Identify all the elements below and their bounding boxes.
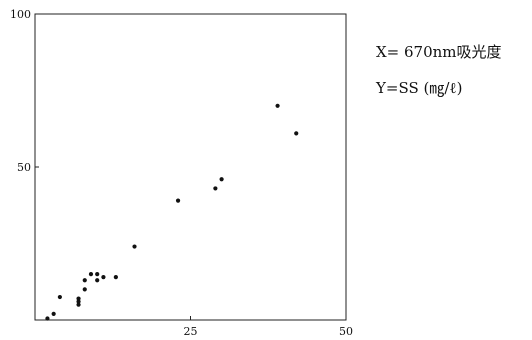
- data-point: [95, 272, 100, 277]
- plot-frame: [34, 13, 347, 321]
- data-point: [57, 294, 62, 300]
- x-tick-label: 25: [184, 325, 198, 338]
- data-point: [213, 186, 218, 191]
- data-point: [76, 299, 81, 304]
- data-point: [219, 177, 224, 182]
- data-point: [76, 302, 81, 307]
- data-point: [82, 278, 87, 283]
- data-point: [275, 103, 280, 108]
- tick-group: 25 50 50 100: [10, 8, 353, 338]
- data-points: [45, 103, 299, 321]
- x-variable-note: X= 670nm吸光度: [376, 43, 502, 61]
- data-point: [76, 296, 81, 301]
- data-point: [294, 131, 299, 136]
- data-point: [51, 311, 56, 316]
- data-point: [82, 287, 87, 292]
- y-tick-label: 100: [10, 8, 31, 21]
- y-tick-label: 50: [17, 161, 31, 174]
- x-tick-label: 50: [339, 325, 353, 338]
- data-point: [113, 275, 118, 280]
- data-point: [132, 244, 137, 249]
- y-variable-note: Y=SS (㎎/ℓ): [376, 79, 463, 97]
- data-point: [101, 275, 106, 280]
- data-point: [45, 316, 50, 321]
- data-point: [175, 198, 181, 203]
- data-point: [88, 272, 94, 277]
- data-point: [95, 278, 100, 283]
